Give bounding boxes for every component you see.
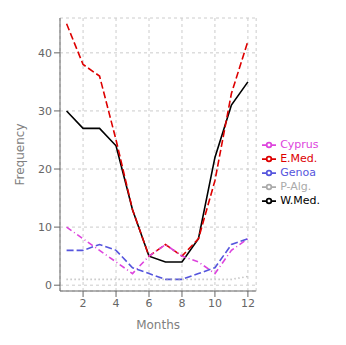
html-text:W.Med.: W.Med.	[280, 193, 320, 207]
html-text:P-Alg.: P-Alg.	[280, 179, 312, 193]
html-text:Cyprus: Cyprus	[280, 137, 319, 151]
svg-text:40: 40	[38, 47, 52, 60]
svg-text:4: 4	[113, 297, 120, 310]
svg-text:Frequency: Frequency	[13, 124, 27, 186]
svg-text:12: 12	[241, 297, 255, 310]
svg-text:6: 6	[146, 297, 153, 310]
svg-text:10: 10	[38, 221, 52, 234]
svg-text:2: 2	[80, 297, 87, 310]
svg-text:10: 10	[208, 297, 222, 310]
html-text:Genoa: Genoa	[280, 165, 316, 179]
html-text:E.Med.: E.Med.	[280, 151, 318, 165]
svg-text:Months: Months	[136, 318, 180, 332]
svg-text:20: 20	[38, 163, 52, 176]
svg-text:8: 8	[178, 297, 185, 310]
svg-text:30: 30	[38, 105, 52, 118]
svg-text:0: 0	[45, 279, 52, 292]
